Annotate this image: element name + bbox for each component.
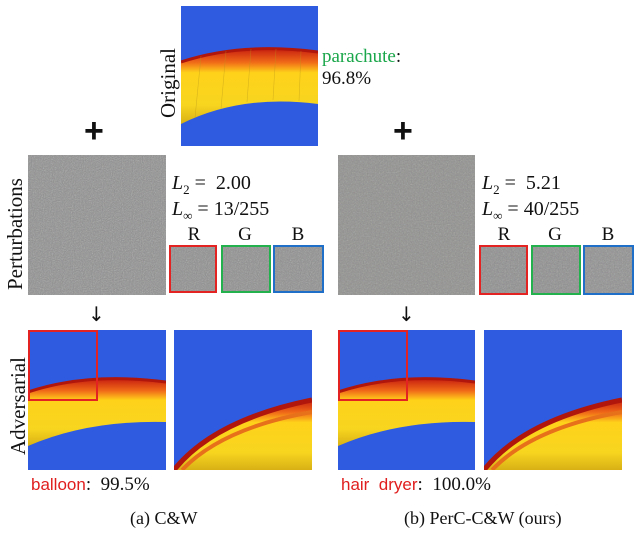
original-confidence: 96.8% (322, 68, 372, 89)
cw-channel-label-g: G (238, 224, 252, 245)
perc-cw-channel-label-r: R (497, 224, 511, 245)
adversarial-zoom-cw (174, 330, 312, 470)
adversarial-image-perc-cw (338, 330, 475, 470)
perturbation-image-perc-cw (338, 155, 475, 295)
caption-perc-cw: (b) PerC-C&W (ours) (404, 508, 562, 528)
perturbation-image-cw (28, 155, 166, 295)
plus-sign-right: + (393, 112, 413, 150)
row-label-perturbations: Perturbations (3, 178, 27, 290)
perc-cw-pred-class: hair dryer (341, 475, 418, 494)
cw-channel-r-image (169, 245, 217, 293)
down-arrow-left: ↓ (88, 302, 105, 326)
cw-l2-metric: L2 = 2.00 (172, 172, 251, 197)
perc-cw-channel-label-g: G (548, 224, 562, 245)
adversarial-image-cw (28, 330, 166, 470)
cw-pred-class: balloon (31, 475, 86, 494)
perc-cw-pred-conf: 100.0% (432, 474, 491, 495)
cw-pred-conf: 99.5% (100, 474, 150, 495)
adversarial-zoom-perc-cw (484, 330, 622, 470)
original-image (181, 6, 318, 146)
original-prediction: parachute: 96.8% (322, 46, 401, 90)
perc-cw-prediction: hair dryer: 100.0% (341, 474, 491, 495)
perc-cw-channel-g-image (531, 245, 581, 295)
cw-channel-g-image (221, 245, 271, 293)
perc-cw-linf-metric: L∞ = 40/255 (482, 198, 580, 223)
cw-channel-label-r: R (187, 224, 201, 245)
caption-cw: (a) C&W (130, 508, 198, 528)
perc-cw-channel-b-image (583, 245, 634, 295)
cw-linf-metric: L∞ = 13/255 (172, 198, 270, 223)
cw-channel-b-image (273, 245, 324, 293)
cw-prediction: balloon: 99.5% (31, 474, 150, 495)
original-class: parachute (322, 46, 396, 67)
perc-cw-channel-r-image (479, 245, 528, 295)
cw-channel-label-b: B (291, 224, 305, 245)
perc-cw-l2-metric: L2 = 5.21 (482, 172, 561, 197)
original-colon: : (395, 46, 402, 67)
down-arrow-right: ↓ (398, 302, 415, 326)
plus-sign-left: + (84, 112, 104, 150)
perc-cw-channel-label-b: B (601, 224, 615, 245)
row-label-original: Original (156, 48, 180, 118)
